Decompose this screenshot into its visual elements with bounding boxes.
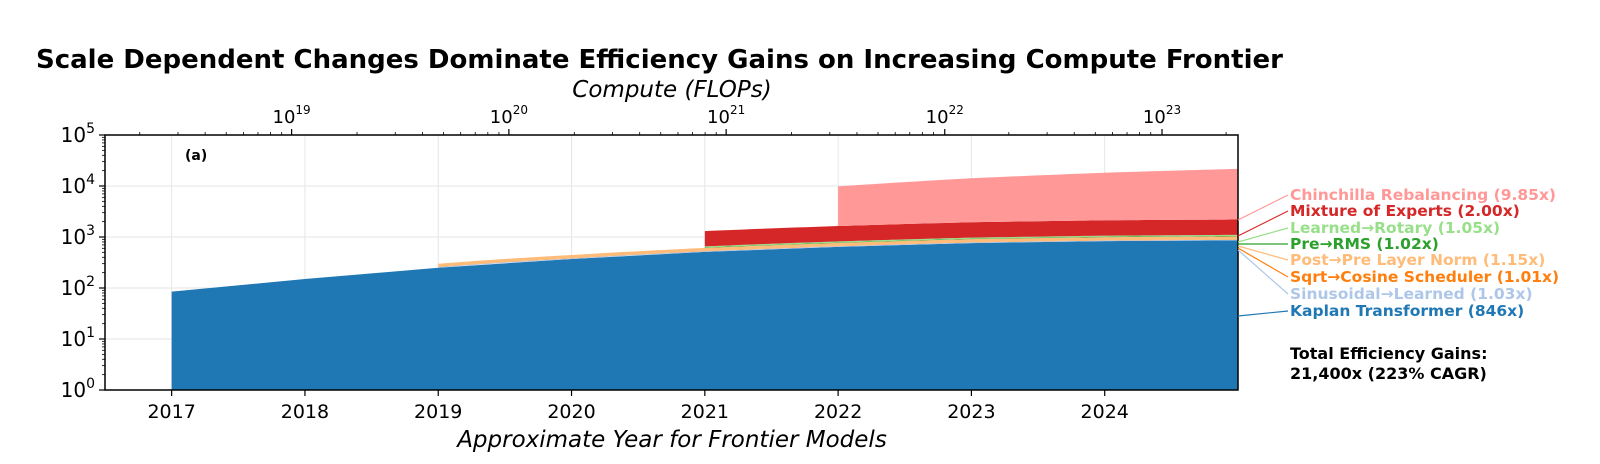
x-tick-label: 2019 (414, 401, 462, 423)
y-tick-label: 103 (61, 223, 95, 249)
x2-tick-label: 1020 (490, 103, 528, 128)
legend-sqrt-cosine: Sqrt→Cosine Scheduler (1.01x) (1290, 268, 1559, 286)
x2-tick-label: 1019 (273, 103, 311, 128)
legend-connector (1237, 310, 1289, 317)
legend-mixture-of-experts: Mixture of Experts (2.00x) (1290, 202, 1520, 220)
plot-frame (104, 134, 1239, 391)
panel-label: (a) (185, 148, 207, 164)
area-post-pre-ln (438, 236, 1238, 267)
y-tick-label: 100 (61, 376, 95, 402)
annotation-line-2: 21,400x (223% CAGR) (1290, 364, 1487, 383)
legend-sinusoidal-learned: Sinusoidal→Learned (1.03x) (1290, 285, 1533, 303)
area-kaplan-transformer (171, 240, 1238, 390)
y-tick-label: 102 (61, 274, 95, 300)
legend-post-pre-ln: Post→Pre Layer Norm (1.15x) (1290, 251, 1545, 269)
area-learned-rotary (704, 234, 1238, 248)
x-tick-label: 2018 (281, 401, 329, 423)
x-tick-label: 2022 (814, 401, 862, 423)
x-tick-label: 2023 (947, 401, 995, 423)
x-tick-label: 2020 (547, 401, 595, 423)
x-tick-label: 2017 (147, 401, 195, 423)
legend-connector (1237, 249, 1289, 295)
legend-pre-rms: Pre→RMS (1.02x) (1290, 235, 1439, 253)
legend-kaplan-transformer: Kaplan Transformer (846x) (1290, 302, 1524, 320)
annotation-line-1: Total Efficiency Gains: (1290, 344, 1487, 363)
x2-tick-label: 1023 (1143, 103, 1181, 128)
y-tick-label: 104 (61, 172, 95, 198)
legend-chinchilla: Chinchilla Rebalancing (9.85x) (1290, 186, 1556, 204)
x2-tick-label: 1021 (707, 103, 745, 128)
legend-layer: Chinchilla Rebalancing (9.85x)Mixture of… (1237, 186, 1559, 320)
legend-connector (1237, 210, 1289, 237)
legend-connector (1237, 245, 1289, 261)
chart-title: Scale Dependent Changes Dominate Efficie… (36, 45, 1283, 75)
x-tick-label: 2024 (1081, 401, 1129, 423)
area-chinchilla (838, 168, 1238, 227)
x-tick-label: 2021 (681, 401, 729, 423)
legend-connector (1237, 227, 1289, 243)
x-axis-label: Approximate Year for Frontier Models (455, 427, 887, 453)
y-tick-label: 101 (61, 325, 95, 351)
area-mixture-of-experts (704, 219, 1238, 247)
area-layer (171, 168, 1238, 390)
legend-learned-rotary: Learned→Rotary (1.05x) (1290, 219, 1500, 237)
x2-tick-label: 1022 (926, 103, 964, 128)
axis-layer: 2017 2018 2019 2020 2021 2022 2023 2024 100 101 10… (61, 103, 1239, 423)
top-axis-label: Compute (FLOPs) (572, 77, 771, 103)
y-tick-label: 105 (61, 121, 95, 147)
legend-connector (1237, 247, 1289, 278)
legend-connector (1237, 194, 1289, 221)
